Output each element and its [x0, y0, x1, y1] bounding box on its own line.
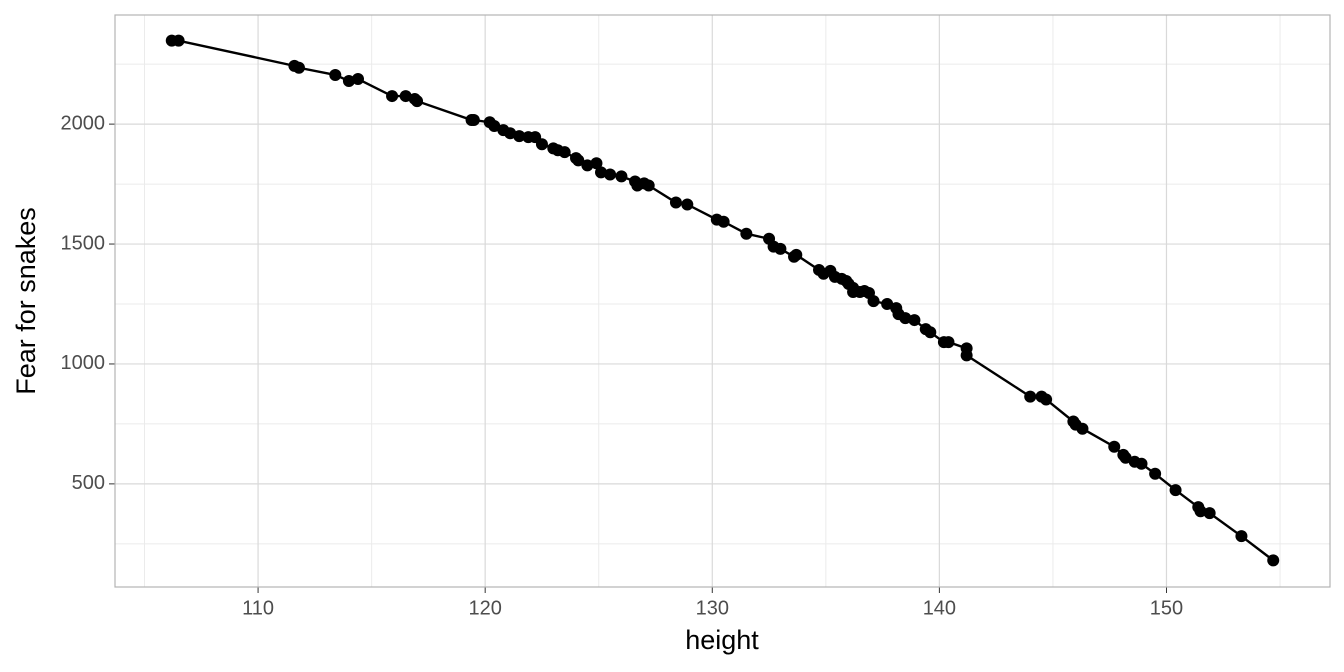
point	[942, 336, 955, 349]
point	[558, 146, 571, 159]
point	[615, 170, 628, 183]
point	[924, 326, 937, 339]
point	[717, 215, 730, 228]
point	[172, 34, 185, 47]
point	[1076, 422, 1089, 435]
y-axis-title: Fear for snakes	[11, 207, 41, 395]
point	[604, 168, 617, 181]
point	[581, 159, 594, 172]
point	[1108, 440, 1121, 453]
x-tick-label: 110	[242, 597, 274, 619]
point	[908, 314, 921, 327]
y-tick-label: 2000	[61, 112, 106, 134]
point	[488, 120, 501, 133]
point	[669, 196, 682, 209]
x-axis-title: height	[685, 625, 759, 655]
point	[292, 61, 305, 74]
point	[1040, 393, 1053, 406]
line	[171, 39, 1274, 562]
point	[329, 68, 342, 81]
point	[960, 349, 973, 362]
point	[1119, 451, 1132, 464]
point	[590, 157, 603, 170]
y-tick-label: 1500	[61, 232, 106, 254]
point	[1194, 505, 1207, 518]
point	[867, 295, 880, 308]
point	[790, 248, 803, 261]
point	[881, 297, 894, 310]
point	[899, 312, 912, 325]
point	[352, 73, 364, 86]
point	[513, 130, 526, 143]
point	[1135, 457, 1148, 470]
point	[386, 90, 399, 103]
x-tick-label: 130	[696, 597, 729, 619]
point	[467, 114, 480, 127]
x-tick-label: 140	[923, 597, 956, 619]
point	[595, 166, 607, 179]
x-tick-label: 150	[1150, 597, 1183, 619]
point	[642, 179, 655, 192]
point	[1203, 507, 1216, 520]
point	[740, 227, 753, 240]
y-tick-label: 500	[72, 472, 105, 494]
point	[1169, 484, 1182, 497]
point	[535, 138, 548, 151]
point	[774, 242, 787, 255]
x-tick-label: 120	[468, 597, 501, 619]
point	[1149, 467, 1162, 480]
point	[411, 95, 424, 108]
point	[504, 127, 517, 140]
y-tick-label: 1000	[61, 352, 106, 374]
point	[1024, 390, 1037, 403]
point	[399, 90, 412, 103]
panel-border	[114, 14, 1331, 588]
point	[1267, 554, 1280, 567]
point	[342, 74, 355, 87]
point	[681, 198, 694, 211]
point	[1235, 530, 1248, 543]
point	[572, 154, 585, 167]
